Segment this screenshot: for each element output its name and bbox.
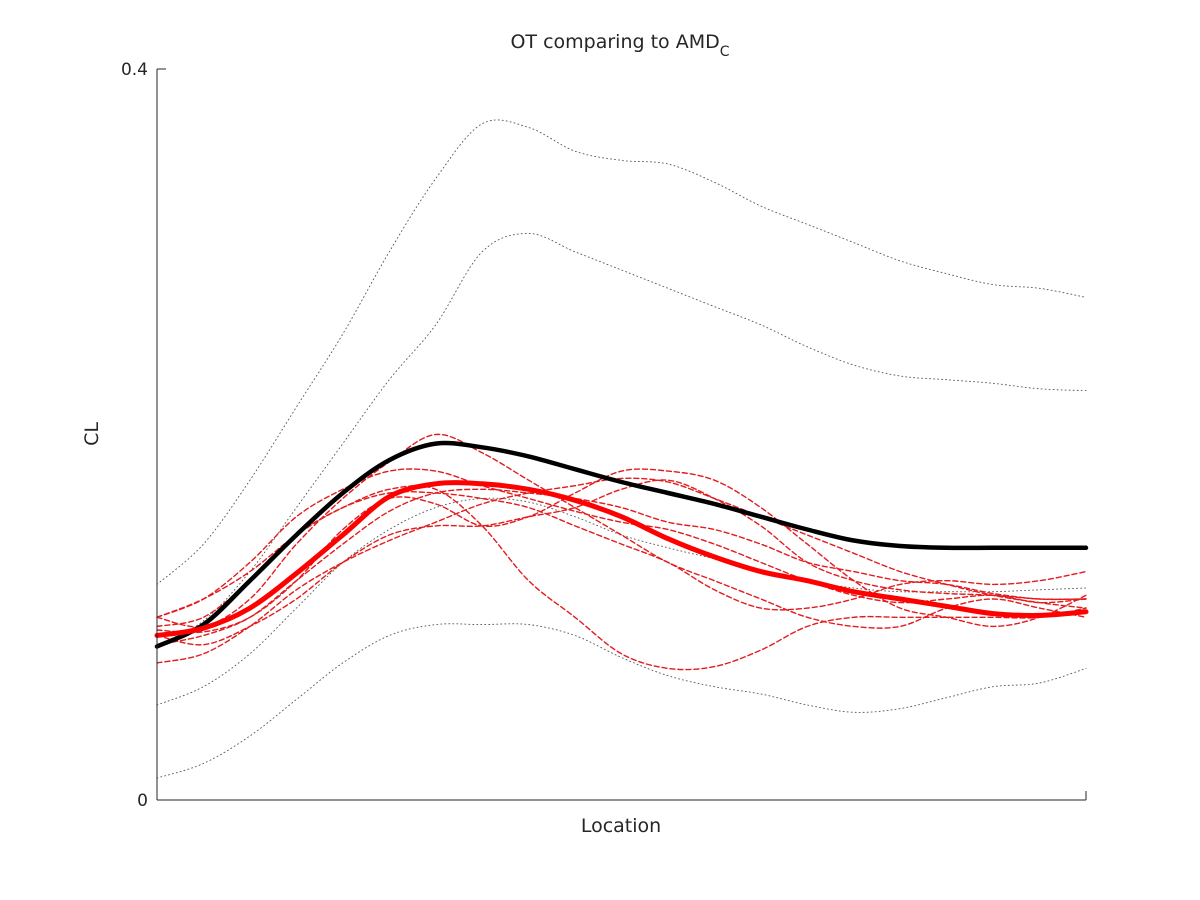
- series-line-dashed-red-8: [156, 468, 1087, 618]
- series-line-dashed-red-5: [156, 479, 1087, 646]
- series-line-dashed-red-4: [156, 488, 1087, 646]
- series-line-dotted-10: [156, 623, 1087, 779]
- chart-title: OT comparing to AMDC: [510, 31, 729, 60]
- series-line-solid-black-0: [154, 440, 1089, 649]
- series-line-dotted-13: [156, 119, 1087, 585]
- series-line-dashed-red-3: [156, 485, 1087, 671]
- series-line-dotted-12: [156, 233, 1087, 646]
- series-line-dashed-red-9: [156, 468, 1087, 634]
- series-line-dotted-11: [156, 497, 1087, 706]
- chart-title-subscript: C: [720, 44, 730, 60]
- series-line-dashed-red-7: [156, 490, 1087, 618]
- y-tick-label-1: 0.4: [121, 60, 148, 80]
- series-line-solid-red-1: [154, 480, 1089, 638]
- y-tick-label-0: 0: [137, 791, 148, 811]
- x-axis-label: Location: [581, 815, 661, 837]
- y-ticks: 00.4: [121, 60, 166, 811]
- y-axis-label: CL: [81, 422, 103, 446]
- series-layer: [154, 119, 1089, 779]
- axes: [156, 69, 1087, 801]
